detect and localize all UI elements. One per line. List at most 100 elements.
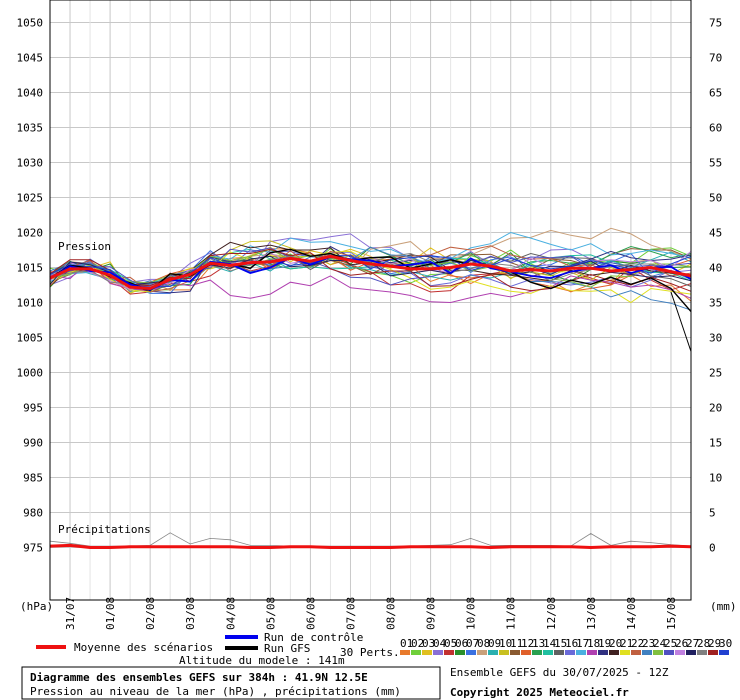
pert-legend-swatch <box>609 650 619 655</box>
x-tick-label: 07/08 <box>344 597 357 630</box>
x-tick-label: 01/08 <box>104 597 117 630</box>
y-left-tick-label: 1010 <box>17 297 44 310</box>
legend-gfs-label: Run GFS <box>264 642 310 655</box>
pert-legend-swatch <box>664 650 674 655</box>
pert-legend-label: 20 <box>609 637 622 650</box>
y-right-tick-label: 15 <box>709 437 722 450</box>
pert-legend-label: 28 <box>697 637 710 650</box>
y-right-tick-label: 5 <box>709 507 716 520</box>
y-right-unit: (mm) <box>710 600 737 613</box>
y-left-tick-label: 980 <box>23 507 43 520</box>
pert-legend-swatch <box>554 650 564 655</box>
pert-legend-label: 27 <box>686 637 699 650</box>
precip-mean-line <box>49 543 692 550</box>
pert-legend-swatch <box>686 650 696 655</box>
pert-line-18 <box>49 259 692 304</box>
chart-grid <box>50 0 691 600</box>
x-axis: 31/07 01/08 02/08 03/08 04/08 05/08 06/08 07/08… <box>64 597 678 630</box>
pert-legend-label: 01 <box>400 637 413 650</box>
x-tick-label: 13/08 <box>585 597 598 630</box>
pert-legend-label: 08 <box>477 637 490 650</box>
pert-legend-swatch <box>587 650 597 655</box>
pert-legend-swatch <box>400 650 410 655</box>
x-tick-label: 04/08 <box>224 597 237 630</box>
pert-legend-swatch <box>422 650 432 655</box>
y-left-tick-label: 1045 <box>17 52 44 65</box>
legend: Moyenne des scénarios Run de contrôle Ru… <box>36 631 732 659</box>
chart-subtitle: Pression au niveau de la mer (hPa) , pré… <box>30 685 401 698</box>
pert-legend-label: 04 <box>433 637 447 650</box>
y-left-tick-label: 1030 <box>17 157 44 170</box>
x-tick-label: 11/08 <box>505 597 518 630</box>
pert-legend-label: 30 <box>719 637 732 650</box>
pert-legend-label: 11 <box>510 637 523 650</box>
copyright: Copyright 2025 Meteociel.fr <box>450 686 629 699</box>
x-tick-label: 10/08 <box>465 597 478 630</box>
y-axis-left: 1050 1045 1040 1035 1030 1025 1020 1015 1010 1005… <box>17 17 44 555</box>
pert-legend-swatch <box>510 650 520 655</box>
pert-legend-label: 09 <box>488 637 501 650</box>
pert-legend-label: 14 <box>543 637 557 650</box>
y-right-tick-label: 40 <box>709 262 722 275</box>
pert-legend-label: 07 <box>466 637 479 650</box>
precip-label: Précipitations <box>58 523 151 536</box>
pert-line-29 <box>49 248 692 292</box>
pert-legend-label: 21 <box>620 637 633 650</box>
pressure-label: Pression <box>58 240 111 253</box>
mean-line <box>49 254 692 291</box>
gfs-tail-line <box>670 291 692 352</box>
pert-legend-swatch <box>411 650 421 655</box>
pert-legend-swatch <box>565 650 575 655</box>
pert-legend-swatch <box>675 650 685 655</box>
y-right-tick-label: 50 <box>709 192 722 205</box>
x-tick-label: 31/07 <box>64 597 77 630</box>
y-left-tick-label: 985 <box>23 472 43 485</box>
pressure-series <box>49 227 692 352</box>
x-tick-label: 12/08 <box>545 597 558 630</box>
title-box <box>21 666 441 700</box>
pert-legend-swatch <box>499 650 509 655</box>
y-left-tick-label: 1025 <box>17 192 44 205</box>
y-right-tick-label: 60 <box>709 122 722 135</box>
pert-legend-swatch <box>697 650 707 655</box>
pert-legend-swatch <box>488 650 498 655</box>
legend-control-label: Run de contrôle <box>264 631 363 644</box>
y-right-tick-label: 0 <box>709 542 716 555</box>
y-right-tick-label: 10 <box>709 472 722 485</box>
pert-legend-label: 18 <box>587 637 600 650</box>
y-left-tick-label: 990 <box>23 437 43 450</box>
pert-legend-label: 05 <box>444 637 457 650</box>
pert-legend: 0102030405060708091011121314151617181920… <box>400 637 732 655</box>
y-right-tick-label: 30 <box>709 332 722 345</box>
pert-legend-swatch <box>532 650 542 655</box>
pert-legend-label: 17 <box>576 637 589 650</box>
run-info: Ensemble GEFS du 30/07/2025 - 12Z <box>450 666 669 679</box>
legend-perts-label: 30 Perts. <box>340 646 400 659</box>
y-left-tick-label: 1035 <box>17 122 44 135</box>
pert-legend-label: 19 <box>598 637 611 650</box>
pert-legend-label: 13 <box>532 637 545 650</box>
y-right-tick-label: 45 <box>709 227 722 240</box>
pert-legend-swatch <box>521 650 531 655</box>
pert-legend-label: 03 <box>422 637 435 650</box>
pert-legend-swatch <box>543 650 553 655</box>
pert-legend-swatch <box>433 650 443 655</box>
pert-legend-label: 12 <box>521 637 534 650</box>
pert-legend-swatch <box>719 650 729 655</box>
pert-legend-swatch <box>620 650 630 655</box>
pert-legend-swatch <box>466 650 476 655</box>
pert-legend-label: 06 <box>455 637 468 650</box>
y-left-tick-label: 1015 <box>17 262 44 275</box>
x-tick-label: 02/08 <box>144 597 157 630</box>
pert-legend-swatch <box>598 650 608 655</box>
pert-legend-label: 26 <box>675 637 688 650</box>
pert-legend-swatch <box>708 650 718 655</box>
y-right-tick-label: 75 <box>709 17 722 30</box>
y-right-tick-label: 55 <box>709 157 722 170</box>
x-tick-label: 08/08 <box>385 597 398 630</box>
y-right-tick-label: 70 <box>709 52 722 65</box>
pert-legend-label: 02 <box>411 637 424 650</box>
y-left-tick-label: 1040 <box>17 87 44 100</box>
